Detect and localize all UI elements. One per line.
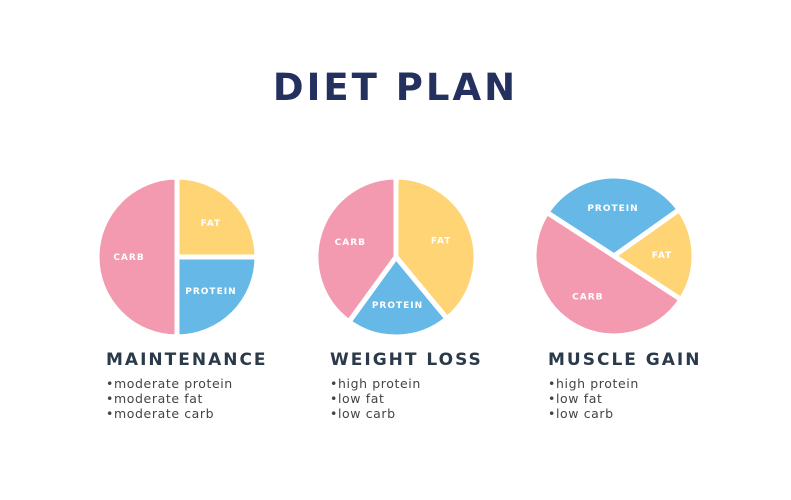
slice-label-fat: FAT <box>201 219 222 229</box>
plan-note: low fat <box>548 391 701 406</box>
plan-title: WEIGHT LOSS <box>330 350 483 370</box>
pie-slice-fat <box>174 174 260 260</box>
plan-maintenance: MAINTENANCE moderate protein moderate fa… <box>106 350 268 421</box>
plan-title: MUSCLE GAIN <box>548 350 702 370</box>
pie-slice-protein <box>544 173 682 259</box>
plan-note: high protein <box>548 376 701 391</box>
plan-note: low carb <box>330 406 483 421</box>
plan-note: moderate carb <box>106 406 268 421</box>
slice-label-protein: PROTEIN <box>372 301 423 311</box>
plan-note: low carb <box>548 406 701 421</box>
pie-weight-loss: FAT PROTEIN CARB <box>313 174 479 340</box>
plan-weight-loss: WEIGHT LOSS high protein low fat low car… <box>330 350 483 421</box>
pie-slice-protein <box>346 254 450 340</box>
plan-muscle-gain: MUSCLE GAIN high protein low fat low car… <box>548 350 701 421</box>
pie-slice-carb <box>94 174 180 340</box>
plan-note: moderate protein <box>106 376 268 391</box>
slice-label-fat: FAT <box>652 251 673 261</box>
slice-label-fat: FAT <box>431 237 452 247</box>
plan-note: high protein <box>330 376 483 391</box>
pie-slice-fat <box>393 174 479 322</box>
page-title: DIET PLAN <box>272 66 519 109</box>
pie-slice-carb <box>531 209 684 339</box>
pie-maintenance: FAT PROTEIN CARB <box>94 174 260 340</box>
slice-label-carb: CARB <box>113 253 144 263</box>
slice-label-protein: PROTEIN <box>587 204 638 214</box>
plan-title: MAINTENANCE <box>106 350 268 370</box>
pie-slice-protein <box>174 254 260 340</box>
slice-label-carb: CARB <box>335 238 366 248</box>
pie-muscle-gain: PROTEIN FAT CARB <box>531 173 697 339</box>
slice-label-protein: PROTEIN <box>185 287 236 297</box>
plan-note: moderate fat <box>106 391 268 406</box>
pie-slice-carb <box>313 174 399 325</box>
plan-note: low fat <box>330 391 483 406</box>
slice-label-carb: CARB <box>572 292 603 302</box>
pie-slice-fat <box>611 207 697 303</box>
